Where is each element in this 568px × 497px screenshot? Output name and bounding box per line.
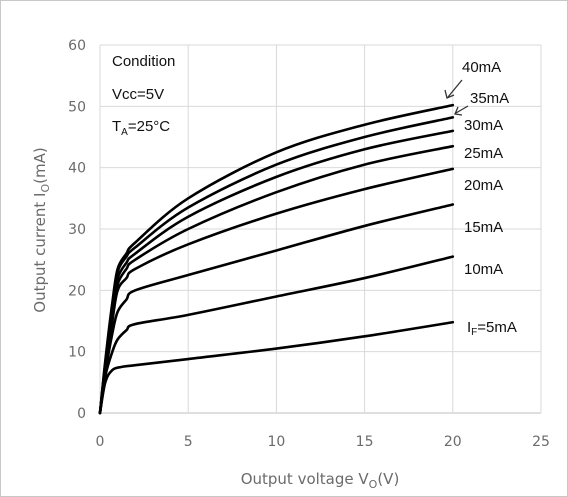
y-tick-label: 40 <box>68 161 86 177</box>
label-40ma: 40mA <box>462 59 501 76</box>
label-20ma: 20mA <box>464 177 503 194</box>
curve-lines <box>98 103 455 415</box>
x-tick-label: 25 <box>532 434 550 450</box>
x-tick-label: 0 <box>96 434 105 450</box>
y-tick-label: 30 <box>68 222 86 238</box>
label-arrows <box>444 79 469 116</box>
series-line-1 <box>98 255 455 415</box>
condition-ta: TA=25°C <box>112 118 170 138</box>
y-tick-label: 10 <box>68 345 86 361</box>
arrow-35ma <box>455 105 469 114</box>
y-tick-label: 60 <box>68 38 86 54</box>
x-axis-label: Output voltage VO(V) <box>241 470 400 491</box>
condition-title: Condition <box>112 53 175 70</box>
label-15ma: 15mA <box>464 219 503 236</box>
x-tick-label: 15 <box>356 434 374 450</box>
tick-labels: 0 10 20 30 40 50 60 0 5 10 15 20 25 <box>68 38 550 450</box>
condition-vcc: Vcc=5V <box>112 86 164 103</box>
x-tick-label: 10 <box>267 434 285 450</box>
arrow-35ma-head <box>454 106 463 116</box>
label-10ma: 10mA <box>464 261 503 278</box>
series-line-0 <box>98 320 455 415</box>
y-tick-label: 50 <box>68 99 86 115</box>
label-25ma: 25mA <box>464 145 503 162</box>
ta-value: =25°C <box>128 118 170 135</box>
ta-sub: A <box>121 127 128 138</box>
label-35ma: 35mA <box>470 90 509 107</box>
y-axis-label: Output current IO(mA) <box>31 147 52 312</box>
arrow-40ma <box>447 79 463 98</box>
series-line-7 <box>98 103 455 415</box>
arrow-40ma-head <box>444 89 455 99</box>
y-tick-label: 20 <box>68 283 86 299</box>
label-30ma: 30mA <box>464 117 503 134</box>
y-tick-label: 0 <box>77 406 86 422</box>
x-tick-label: 20 <box>444 434 462 450</box>
label-5ma: IF=5mA <box>467 319 517 338</box>
x-tick-label: 5 <box>184 434 193 450</box>
ta-main: T <box>112 118 121 135</box>
